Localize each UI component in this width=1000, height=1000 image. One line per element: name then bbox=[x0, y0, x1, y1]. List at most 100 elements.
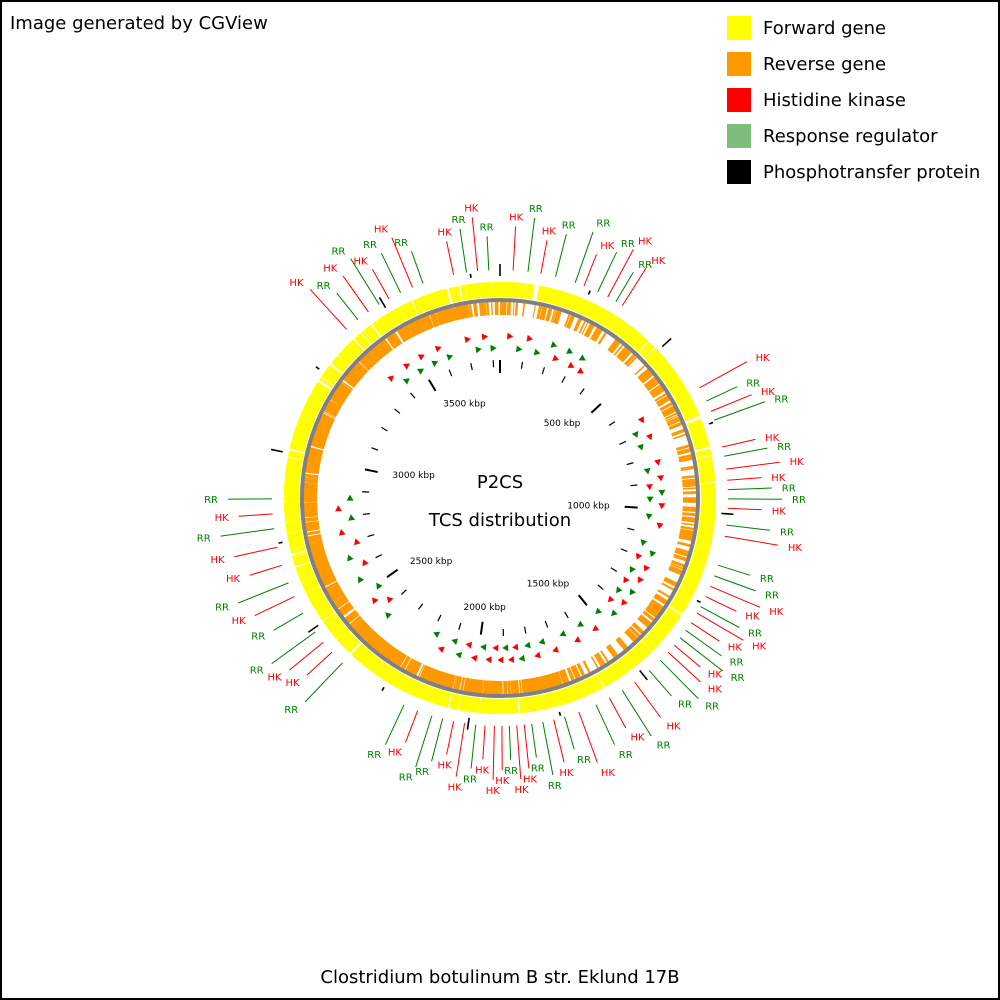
hk-label: HK bbox=[374, 224, 389, 235]
reverse-gene bbox=[377, 343, 388, 356]
reverse-gene bbox=[306, 464, 320, 468]
outer-tick bbox=[558, 711, 562, 716]
forward-gene bbox=[593, 674, 604, 689]
leader-line bbox=[350, 258, 380, 305]
reverse-gene bbox=[354, 620, 365, 630]
hk-label: HK bbox=[464, 203, 479, 214]
reverse-gene bbox=[464, 304, 471, 319]
outer-tick bbox=[661, 337, 672, 348]
reverse-gene bbox=[655, 395, 669, 405]
reverse-gene bbox=[615, 637, 627, 650]
forward-gene bbox=[285, 474, 301, 478]
forward-gene bbox=[293, 432, 309, 439]
rr-marker bbox=[616, 586, 623, 594]
reverse-gene bbox=[563, 314, 571, 328]
minor-tick bbox=[448, 369, 453, 377]
rr-label: RR bbox=[363, 240, 377, 251]
reverse-gene bbox=[426, 315, 434, 329]
hk-label: HK bbox=[631, 733, 646, 744]
hk-label: HK bbox=[756, 353, 771, 364]
tcs-marker-track bbox=[335, 332, 666, 664]
reverse-gene bbox=[514, 302, 519, 316]
forward-gene bbox=[451, 286, 459, 303]
forward-gene bbox=[656, 362, 671, 375]
reverse-gene bbox=[377, 640, 388, 653]
legend-label: Phosphotransfer protein bbox=[763, 161, 981, 183]
forward-gene bbox=[328, 364, 342, 377]
reverse-gene bbox=[395, 652, 405, 666]
leader-line bbox=[724, 535, 779, 546]
forward-gene bbox=[313, 599, 328, 609]
forward-gene bbox=[315, 382, 331, 393]
forward-gene bbox=[598, 309, 609, 325]
hk-label: HK bbox=[790, 457, 805, 468]
reverse-gene bbox=[570, 665, 579, 679]
leader-line bbox=[459, 228, 467, 273]
reverse-gene bbox=[679, 531, 693, 537]
forward-gene bbox=[288, 540, 305, 547]
reverse-gene bbox=[523, 679, 528, 693]
legend-item-forward-gene: Forward gene bbox=[727, 10, 980, 46]
reverse-gene bbox=[533, 677, 539, 691]
minor-tick bbox=[579, 388, 585, 395]
reverse-gene bbox=[398, 328, 409, 342]
forward-gene bbox=[633, 336, 645, 349]
forward-gene bbox=[300, 412, 316, 421]
leader-line bbox=[673, 644, 701, 668]
leader-line bbox=[220, 528, 275, 537]
reverse-gene bbox=[678, 536, 692, 542]
leader-line bbox=[309, 289, 347, 330]
reverse-gene bbox=[555, 311, 562, 325]
forward-gene bbox=[305, 586, 322, 597]
reverse-gene bbox=[668, 566, 682, 576]
hk-marker bbox=[657, 475, 664, 482]
forward-gene bbox=[366, 327, 377, 341]
reverse-gene bbox=[340, 382, 353, 392]
rr-label: RR bbox=[678, 700, 692, 711]
forward-gene bbox=[544, 693, 552, 709]
forward-gene bbox=[560, 292, 570, 308]
reverse-gene bbox=[321, 414, 335, 422]
hk-marker bbox=[592, 624, 600, 632]
rr-label: RR bbox=[463, 774, 477, 785]
reverse-gene bbox=[332, 593, 345, 602]
forward-gene bbox=[456, 694, 461, 710]
reverse-gene bbox=[679, 457, 693, 463]
reverse-gene bbox=[425, 667, 433, 681]
reverse-gene bbox=[682, 487, 696, 490]
forward-gene bbox=[670, 602, 685, 613]
hk-marker bbox=[417, 354, 425, 361]
reverse-gene bbox=[590, 327, 600, 341]
forward-gene bbox=[284, 515, 301, 522]
forward-gene bbox=[294, 560, 310, 567]
reverse-gene bbox=[455, 676, 462, 690]
forward-gene bbox=[684, 413, 700, 422]
forward-gene bbox=[696, 451, 712, 457]
forward-gene bbox=[310, 594, 326, 606]
forward-gene bbox=[324, 615, 340, 628]
minor-tick bbox=[627, 527, 635, 531]
reverse-gene bbox=[307, 530, 321, 536]
reverse-gene bbox=[440, 672, 446, 686]
legend: Forward gene Reverse gene Histidine kina… bbox=[727, 10, 980, 190]
forward-gene bbox=[322, 612, 337, 624]
forward-gene bbox=[286, 529, 302, 534]
forward-gene bbox=[291, 549, 307, 555]
leader-line bbox=[455, 723, 466, 777]
tick-label: 2000 kbp bbox=[463, 603, 506, 613]
reverse-gene bbox=[357, 361, 369, 373]
forward-gene bbox=[632, 335, 645, 349]
forward-gene bbox=[295, 562, 311, 571]
reverse-gene bbox=[491, 302, 493, 316]
forward-gene bbox=[667, 607, 681, 618]
forward-gene bbox=[420, 296, 428, 312]
hk-marker bbox=[552, 354, 559, 361]
minor-tick bbox=[610, 567, 618, 573]
reverse-gene bbox=[375, 343, 387, 357]
reverse-gene bbox=[305, 473, 319, 477]
leader-line bbox=[648, 670, 672, 697]
tick-label: 3500 kbp bbox=[443, 400, 486, 410]
reverse-gene bbox=[319, 419, 333, 427]
forward-gene bbox=[505, 698, 510, 714]
rr-label: RR bbox=[367, 750, 381, 761]
